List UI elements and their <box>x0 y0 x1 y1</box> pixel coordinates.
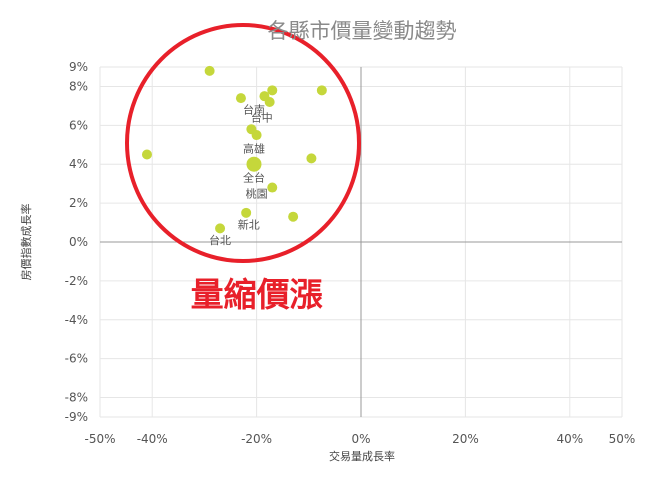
y-tick-label-6: -2% <box>65 274 88 288</box>
data-point-9 <box>306 153 317 164</box>
y-tick-label-10: -9% <box>65 410 88 424</box>
x-tick-label-4: 20% <box>452 432 479 446</box>
y-tick-label-4: 2% <box>69 196 88 210</box>
x-tick-label-2: -20% <box>241 432 272 446</box>
data-point-8 <box>141 149 152 160</box>
data-point-5 <box>264 97 275 107</box>
data-point-10 <box>246 156 262 172</box>
zero-axes <box>100 67 622 417</box>
point-label-2: 高雄 <box>243 142 265 156</box>
annotation-text: 量縮價漲 <box>191 275 324 314</box>
y-tick-label-8: -6% <box>65 352 88 366</box>
highlight-circle <box>125 23 361 263</box>
data-point-3 <box>316 85 327 96</box>
point-label-0: 台南 <box>243 103 265 117</box>
y-tick-label-7: -4% <box>65 313 88 327</box>
point-label-3: 全台 <box>243 171 265 185</box>
data-point-7 <box>251 130 262 141</box>
data-point-2 <box>267 85 278 96</box>
highlight-circle-group <box>125 23 361 263</box>
x-tick-label-5: 40% <box>556 432 583 446</box>
y-tick-labels: 9% 8% 6% 4% 2% 0% -2% -4% -6% -8% -9% <box>65 60 88 424</box>
chart-title: 各縣市價量變動趨勢 <box>268 19 457 43</box>
point-label-5: 新北 <box>238 217 260 231</box>
x-axis-label: 交易量成長率 <box>329 449 395 463</box>
data-points <box>141 65 327 234</box>
x-tick-label-6: 50% <box>609 432 636 446</box>
point-label-1: 台中 <box>251 110 273 124</box>
x-tick-labels: -50% -40% -20% 0% 20% 40% 50% <box>84 432 635 446</box>
x-tick-label-3: 0% <box>351 432 370 446</box>
y-tick-label-5: 0% <box>69 235 88 249</box>
data-point-14 <box>215 223 226 234</box>
x-tick-label-0: -50% <box>84 432 115 446</box>
y-tick-label-9: -8% <box>65 391 88 405</box>
data-point-1 <box>235 93 246 104</box>
data-point-12 <box>241 207 252 218</box>
y-tick-label-2: 6% <box>69 118 88 132</box>
y-axis-label: 房價指數成長率 <box>19 204 33 281</box>
data-point-11 <box>267 182 278 193</box>
y-tick-label-3: 4% <box>69 157 88 171</box>
y-tick-label-1: 8% <box>69 79 88 93</box>
point-label-4: 桃園 <box>246 186 268 200</box>
y-tick-label-0: 9% <box>69 60 88 74</box>
data-point-13 <box>288 211 299 222</box>
data-point-0 <box>204 65 215 76</box>
x-tick-label-1: -40% <box>137 432 168 446</box>
point-label-6: 台北 <box>209 233 231 247</box>
